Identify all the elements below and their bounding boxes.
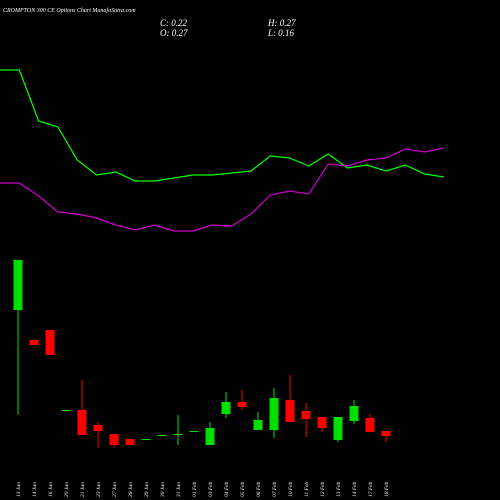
candle-body	[157, 435, 167, 436]
high-label: H: 0.27	[267, 18, 296, 28]
candle-body	[189, 431, 199, 432]
candle-body	[93, 425, 103, 431]
x-tick-label: 01 Feb	[192, 481, 198, 497]
candle-body	[61, 410, 71, 411]
x-tick-label: 29 Jan	[144, 482, 150, 497]
candle-body	[365, 418, 375, 432]
x-tick-label: 12 Feb	[320, 481, 326, 497]
candle-body	[109, 434, 119, 445]
x-tick-label: 14 Feb	[351, 481, 358, 497]
candle-body	[141, 439, 151, 440]
candle-body	[253, 420, 263, 430]
candle-body	[285, 400, 295, 422]
x-tick-label: 18 Feb	[384, 481, 390, 497]
candle-body	[205, 428, 215, 445]
candle-body	[269, 398, 279, 430]
x-tick-label: 05 Feb	[240, 481, 246, 497]
candle-body	[45, 330, 55, 355]
x-tick-label: 20 Jan	[64, 482, 70, 497]
x-tick-label: 13 Feb	[336, 481, 342, 497]
x-tick-label: 28 Jan	[128, 482, 134, 497]
candle-body	[29, 340, 39, 345]
x-tick-label: 31 Jan	[176, 482, 182, 498]
x-tick-label: 03 Feb	[208, 481, 214, 497]
x-tick-label: 06 Feb	[256, 481, 262, 497]
candle-body	[77, 410, 87, 435]
chart-title: CROMPTON 300 CE Options Chart MunafaSutr…	[3, 7, 136, 14]
x-tick-label: 11 Feb	[304, 482, 310, 497]
candle-body	[173, 434, 183, 435]
x-tick-label: 16 Jan	[48, 482, 54, 497]
x-tick-label: 27 Jan	[112, 482, 118, 497]
ma-line	[0, 147, 445, 232]
low-label: L: 0.16	[267, 28, 295, 38]
close-label: C: 0.22	[160, 18, 188, 28]
candle-body	[349, 406, 359, 421]
open-label: O: 0.27	[160, 28, 188, 38]
x-tick-label: 21 Jan	[80, 482, 86, 497]
candle-body	[237, 402, 247, 407]
candle-body	[317, 417, 327, 428]
candle-body	[301, 411, 311, 419]
ma-line	[0, 69, 445, 182]
x-tick-label: 07 Feb	[272, 481, 278, 497]
candle-body	[333, 417, 343, 440]
x-tick-label: 14 Jan	[31, 482, 38, 497]
candle-body	[13, 260, 23, 310]
candle-body	[221, 402, 231, 414]
x-tick-label: 23 Jan	[96, 482, 102, 497]
x-tick-label: 10 Feb	[288, 481, 294, 497]
x-tick-label: 17 Feb	[368, 481, 374, 497]
candle-body	[125, 439, 135, 445]
candle-body	[381, 431, 391, 436]
x-tick-label: 04 Feb	[223, 481, 230, 497]
x-tick-label: 13 Jan	[16, 482, 22, 497]
x-tick-label: 30 Jan	[160, 482, 166, 498]
